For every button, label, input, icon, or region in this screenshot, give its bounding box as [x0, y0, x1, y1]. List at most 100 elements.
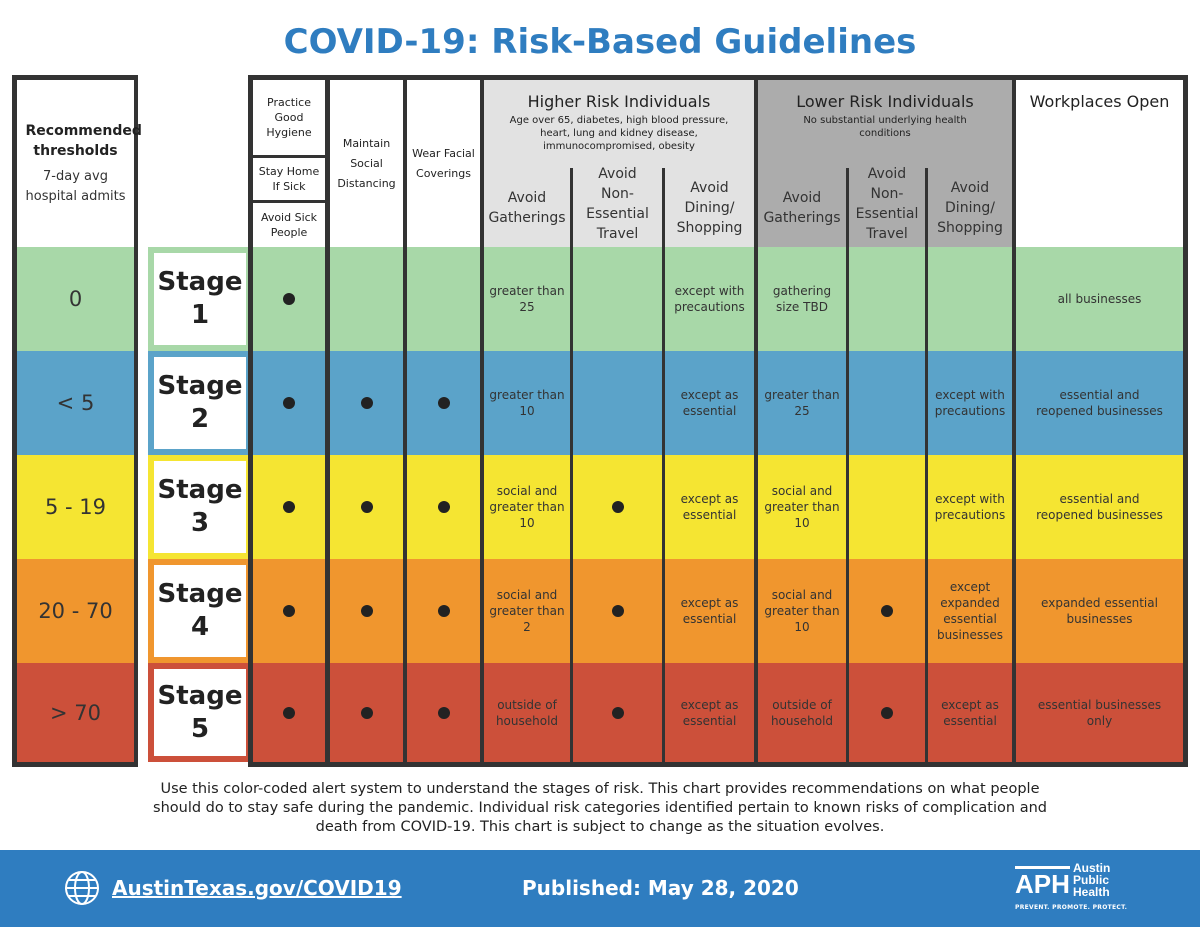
distancing-cell [330, 559, 403, 663]
aph-logo-tagline: PREVENT. PROMOTE. PROTECT. [1015, 904, 1128, 911]
recommendation-dot-icon [360, 605, 373, 617]
aph-logo-name: Austin Public Health [1073, 861, 1111, 899]
coverings-cell [407, 351, 480, 455]
recommendation-dot-icon [437, 605, 450, 617]
aph-logo: APH Austin Public Health PREVENT. PROMOT… [1015, 861, 1128, 916]
lr-dining-cell: except with precautions [928, 455, 1012, 559]
lr-dining-text: except with precautions [934, 492, 1006, 522]
threshold-value: < 5 [17, 351, 134, 455]
threshold-header-title: Recommended thresholds [25, 122, 142, 159]
stage-number: 5 [190, 713, 210, 744]
hr-dining-cell: except as essential [665, 455, 754, 559]
covid-website-link[interactable]: AustinTexas.gov/COVID19 [112, 876, 402, 900]
hr-gatherings-text: greater than 10 [489, 388, 565, 418]
recommendation-dot-icon [437, 397, 450, 409]
lr-dining-cell: except expanded essential businesses [928, 559, 1012, 663]
hr-sub-gatherings: Avoid Gatherings [484, 168, 570, 247]
lr-gatherings-cell: social and greater than 10 [758, 559, 846, 663]
hygiene-cell [253, 663, 325, 762]
lr-gatherings-text: social and greater than 10 [764, 484, 840, 530]
hr-dining-cell: except as essential [665, 663, 754, 762]
threshold-value: > 70 [17, 663, 134, 762]
hr-gatherings-cell: outside of household [484, 663, 570, 762]
workplaces-text: essential businesses only [1037, 697, 1162, 728]
workplaces-text: expanded essential businesses [1041, 596, 1158, 626]
published-date: Published: May 28, 2020 [522, 876, 799, 900]
recommendation-dot-icon [283, 605, 295, 617]
hr-dining-cell: except as essential [665, 351, 754, 455]
hr-gatherings-text: outside of household [495, 697, 559, 728]
lr-travel-cell [849, 559, 925, 663]
hr-gatherings-text: social and greater than 2 [489, 588, 565, 634]
recommendation-dot-icon [611, 501, 624, 513]
hr-gatherings-text: greater than 25 [489, 284, 565, 314]
lr-gatherings-cell: greater than 25 [758, 351, 846, 455]
higher-risk-title: Higher Risk Individuals [527, 92, 711, 111]
hr-dining-text: except as essential [680, 697, 739, 728]
recommendation-dot-icon [437, 501, 450, 513]
hygiene-cell [253, 247, 325, 351]
stage-number: 1 [190, 300, 210, 330]
coverings-cell [407, 663, 480, 762]
hr-dining-text: except with precautions [674, 284, 745, 314]
lr-gatherings-text: gathering size TBD [772, 284, 832, 314]
lr-travel-cell [849, 663, 925, 762]
lr-dining-text: except as essential [941, 697, 999, 728]
header-maintain-social-distancing: Maintain Social Distancing [330, 80, 403, 247]
lr-dining-text: except with precautions [934, 388, 1006, 418]
higher-risk-divider-1 [570, 168, 573, 767]
header-wear-facial-coverings: Wear Facial Coverings [407, 80, 480, 247]
page-title: COVID-19: Risk-Based Guidelines [283, 22, 917, 62]
lr-travel-cell [849, 247, 925, 351]
hygiene-cell [253, 455, 325, 559]
recommendation-dot-icon [611, 605, 624, 617]
hr-dining-cell: except with precautions [665, 247, 754, 351]
lr-gatherings-text: outside of household [770, 697, 834, 728]
stage-label: Stage [157, 267, 243, 297]
stage-badge: Stage 5 [154, 669, 246, 756]
threshold-value: 5 - 19 [17, 455, 134, 559]
distancing-cell [330, 455, 403, 559]
lr-dining-cell: except with precautions [928, 351, 1012, 455]
workplaces-text: essential and reopened businesses [1036, 492, 1163, 522]
recommendation-dot-icon [360, 501, 373, 513]
distancing-cell [330, 247, 403, 351]
stage-label: Stage [157, 475, 243, 505]
header-stay-home-if-sick: Stay Home If Sick [253, 158, 325, 200]
lower-risk-divider-1 [846, 168, 849, 767]
distancing-cell [330, 663, 403, 762]
recommendation-dot-icon [881, 706, 893, 719]
threshold-header-subtitle: 7-day avg hospital admits [25, 168, 126, 204]
distancing-cell [330, 351, 403, 455]
higher-risk-divider-2 [662, 168, 665, 767]
lr-sub-travel: Avoid Non-Essential Travel [849, 160, 925, 247]
threshold-value: 0 [17, 247, 134, 351]
hr-gatherings-text: social and greater than 10 [489, 484, 565, 530]
stage-badge: Stage 4 [154, 565, 246, 657]
lr-travel-cell [849, 351, 925, 455]
hr-travel-cell [573, 559, 662, 663]
stage-badge: Stage 1 [154, 253, 246, 345]
stage-label: Stage [157, 579, 243, 609]
recommendation-dot-icon [360, 397, 373, 409]
lr-gatherings-text: social and greater than 10 [764, 588, 840, 634]
caption: Use this color-coded alert system to und… [153, 781, 1047, 835]
lr-travel-cell [849, 455, 925, 559]
stage-number: 4 [190, 612, 210, 642]
lr-sub-gatherings: Avoid Gatherings [758, 168, 846, 247]
coverings-cell [407, 247, 480, 351]
workplaces-cell: essential and reopened businesses [1016, 351, 1183, 455]
hygiene-cell [253, 559, 325, 663]
hr-travel-cell [573, 663, 662, 762]
hr-gatherings-cell: social and greater than 2 [484, 559, 570, 663]
hr-dining-text: except as essential [680, 492, 739, 522]
lr-dining-cell: except as essential [928, 663, 1012, 762]
hr-travel-cell [573, 351, 662, 455]
workplaces-cell: essential and reopened businesses [1016, 455, 1183, 559]
lr-gatherings-cell: outside of household [758, 663, 846, 762]
stage-badge: Stage 3 [154, 461, 246, 553]
globe-icon [64, 870, 100, 906]
threshold-value: 20 - 70 [17, 559, 134, 663]
workplaces-text: all businesses [1057, 292, 1142, 306]
header-avoid-sick-people: Avoid Sick People [253, 203, 325, 247]
